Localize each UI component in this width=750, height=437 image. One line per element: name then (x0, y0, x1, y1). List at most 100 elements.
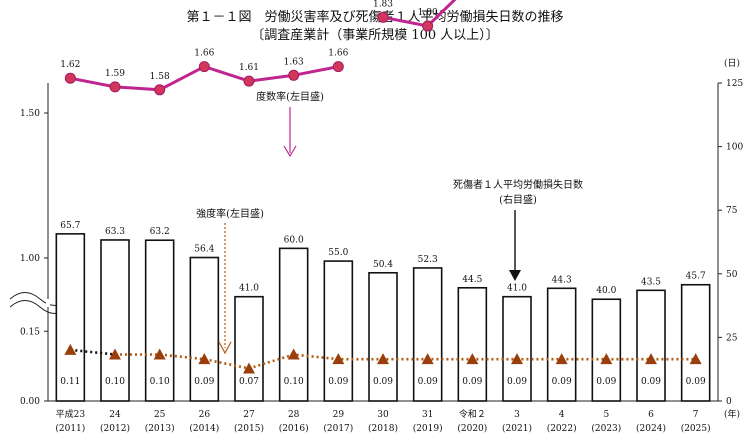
x-tick-label-year: (2020) (457, 423, 487, 434)
right-axis-tick-label: 100 (726, 143, 743, 153)
bar-value-label: 44.3 (552, 275, 572, 285)
right-axis-tick-label: 50 (726, 270, 738, 280)
right-axis-unit: (日) (724, 58, 740, 69)
severity-rate-label: 0.09 (552, 377, 572, 387)
axis-break-gap (46, 299, 50, 307)
frequency-rate-annotation: 度数率(左目盛) (256, 90, 324, 103)
point-severity-rate (600, 353, 613, 365)
bar-value-label: 60.0 (284, 235, 304, 245)
point-severity-rate (645, 353, 657, 365)
bar-lost-days (323, 260, 354, 402)
point-severity-rate (332, 353, 345, 365)
x-tick-label-year: (2014) (189, 423, 219, 434)
bar-value-label: 56.4 (194, 245, 214, 255)
x-tick-label-year: (2019) (413, 423, 443, 434)
point-frequency-rate (243, 75, 255, 87)
x-tick-label-era: 30 (377, 410, 389, 420)
point-severity-rate (466, 353, 479, 365)
bar-value-label: 41.0 (507, 284, 527, 294)
x-axis-unit: (年) (724, 408, 740, 420)
x-tick-label-year: (2021) (502, 423, 532, 434)
bar-value-label: 41.0 (239, 284, 259, 294)
x-tick-label-year: (2015) (234, 423, 264, 434)
point-severity-rate (421, 353, 434, 365)
point-frequency-rate (198, 61, 210, 73)
bar-lost-days (546, 287, 577, 402)
x-tick-label-era: 29 (333, 410, 345, 420)
bar-lost-days (636, 289, 666, 402)
severity-rate-annotation: 強度率(左目盛) (196, 207, 264, 220)
bar-lost-days (234, 295, 264, 402)
right-axis-tick-label: 25 (726, 333, 738, 343)
point-frequency-rate (332, 61, 344, 73)
left-axis-tick-label: 0.00 (20, 397, 40, 407)
severity-rate-label: 0.09 (418, 377, 438, 387)
point-frequency-rate (377, 11, 389, 23)
severity-rate-label: 0.10 (150, 377, 170, 387)
point-severity-rate (511, 353, 523, 365)
frequency-rate-label: 1.63 (284, 57, 304, 67)
bar-lost-days (55, 233, 86, 402)
x-tick-label-era: 31 (422, 410, 433, 420)
x-tick-label-era: 3 (514, 410, 520, 420)
point-severity-rate (153, 348, 166, 360)
point-severity-rate (377, 353, 389, 365)
x-tick-label-era: 令和２ (459, 408, 486, 420)
frequency-rate-label: 1.59 (105, 69, 125, 79)
bar-value-label: 45.7 (686, 272, 706, 282)
point-frequency-rate (109, 81, 121, 93)
right-axis-tick-label: 0 (726, 397, 732, 407)
bar-value-label: 52.3 (418, 255, 438, 265)
x-tick-label-era: 平成23 (56, 408, 86, 420)
severity-rate-label: 0.09 (596, 377, 616, 387)
left-axis-tick-label: 1.50 (20, 109, 40, 119)
frequency-rate-label: 1.62 (60, 60, 80, 70)
right-axis-tick-label: 75 (726, 206, 738, 216)
chart-subtitle: 〔調査産業計（事業所規模 100 人以上）〕 (251, 28, 499, 43)
frequency-rate-label: 1.80 (418, 8, 438, 18)
bar-lost-days (100, 239, 130, 402)
point-severity-rate (243, 362, 255, 374)
point-severity-rate (555, 353, 568, 365)
bar-lost-days (278, 247, 309, 402)
point-severity-rate (109, 348, 121, 360)
bar-value-label: 43.5 (641, 277, 661, 287)
x-tick-label-era: 5 (603, 410, 609, 420)
frequency-rate-label: 1.66 (328, 49, 348, 59)
bar-lost-days (368, 271, 398, 402)
x-tick-label-era: 6 (648, 410, 654, 420)
severity-rate-label: 0.09 (328, 377, 348, 387)
frequency-rate-label: 1.83 (373, 0, 393, 9)
severity-rate-label: 0.09 (373, 377, 393, 387)
severity-rate-label: 0.11 (60, 377, 80, 387)
severity-rate-label: 0.09 (641, 377, 661, 387)
point-frequency-rate (154, 84, 166, 96)
x-tick-label-year: (2025) (681, 423, 711, 434)
lost-days-annotation-line1: 死傷者１人平均労働損失日数 (453, 178, 583, 191)
severity-rate-label: 0.09 (507, 377, 527, 387)
lost-days-annotation-line2: (右目盛) (499, 193, 537, 206)
frequency-rate-label: 1.58 (150, 72, 170, 82)
point-severity-rate (198, 353, 211, 365)
point-severity-rate (287, 348, 300, 360)
bar-value-label: 50.4 (373, 260, 393, 270)
bar-lost-days (412, 267, 443, 402)
point-severity-rate (64, 343, 77, 355)
bar-value-label: 40.0 (596, 286, 616, 296)
bar-lost-days (680, 283, 711, 402)
x-tick-label-year: (2013) (145, 423, 175, 434)
x-tick-label-year: (2022) (547, 423, 577, 434)
bar-lost-days (591, 298, 622, 402)
x-tick-label-era: 25 (154, 410, 166, 420)
bar-value-label: 63.3 (105, 227, 125, 237)
severity-rate-label: 0.09 (686, 377, 706, 387)
bar-value-label: 44.5 (462, 275, 482, 285)
x-tick-label-era: 4 (559, 410, 565, 420)
point-frequency-rate (64, 72, 76, 84)
x-tick-label-year: (2017) (323, 423, 353, 434)
right-axis-tick-label: 125 (726, 79, 743, 89)
x-tick-label-era: 28 (288, 410, 300, 420)
x-tick-label-year: (2024) (636, 423, 666, 434)
chart-title: 第１－１図 労働災害率及び死傷者１人平均労働損失日数の推移 (186, 10, 564, 25)
